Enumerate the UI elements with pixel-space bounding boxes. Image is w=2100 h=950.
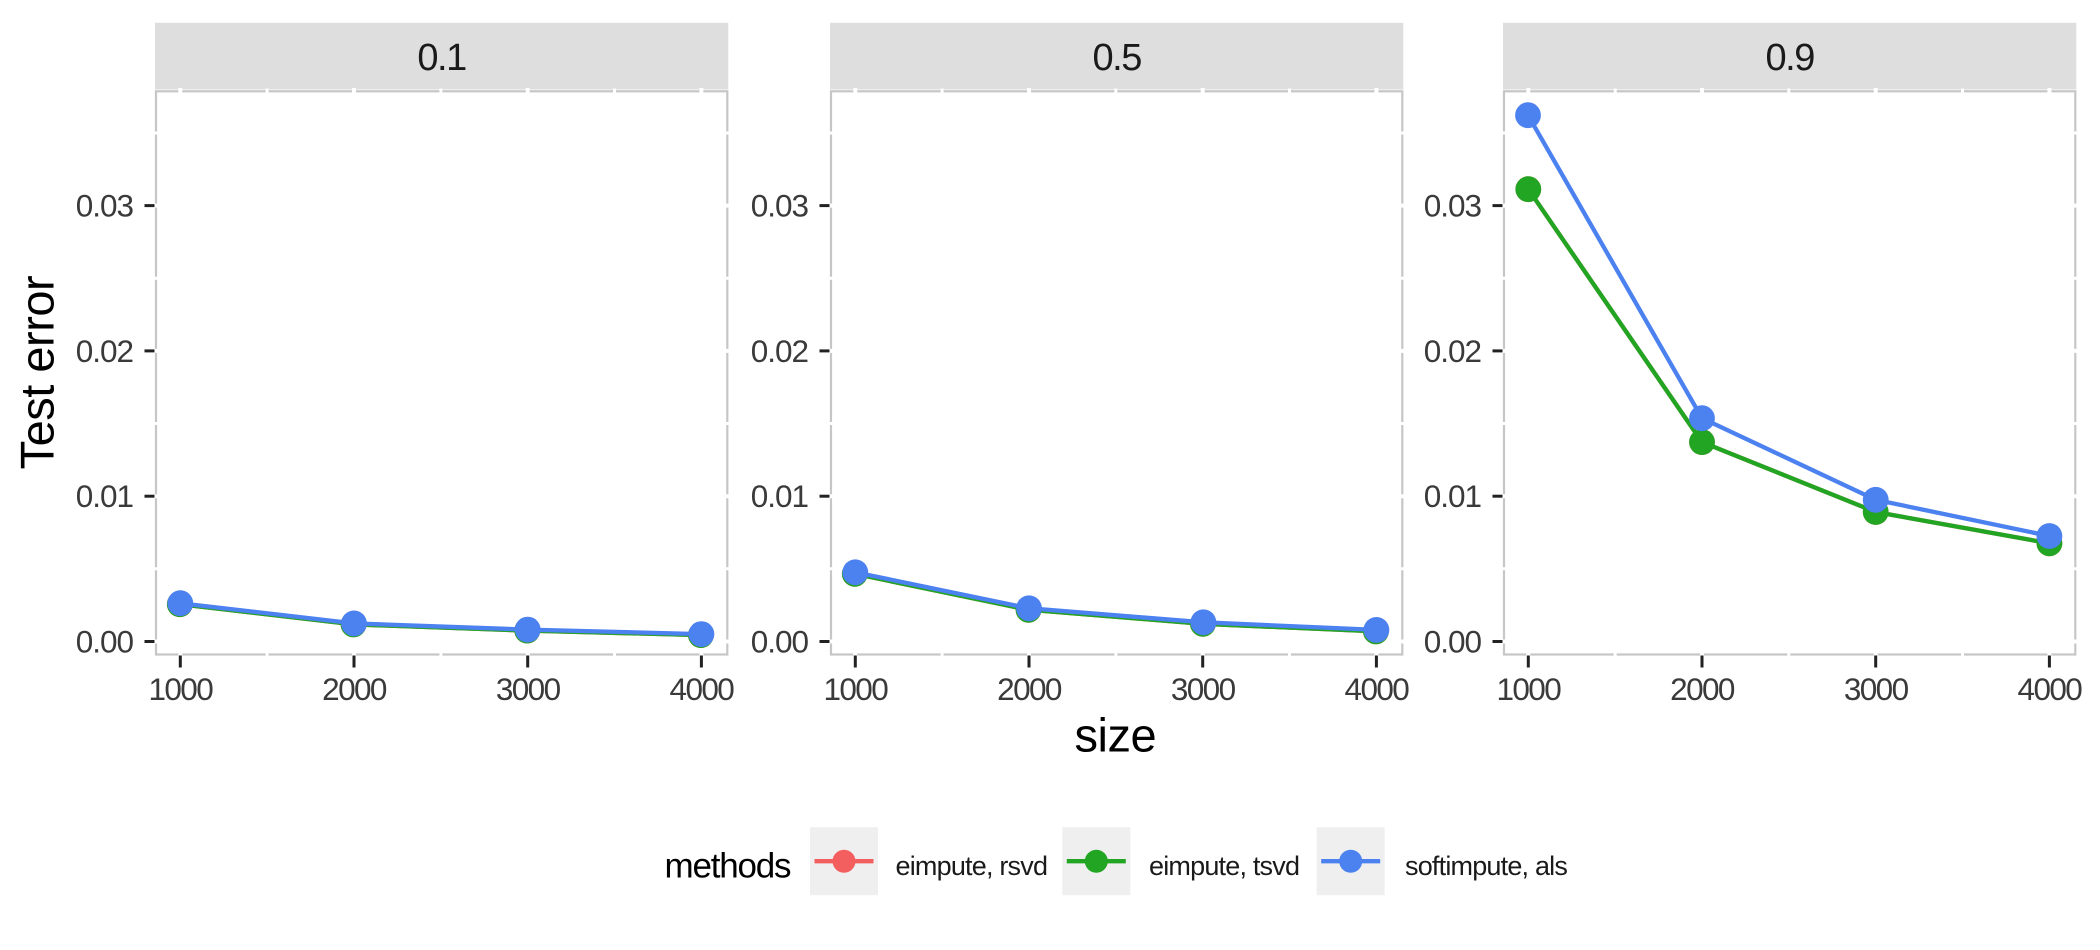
svg-text:eimpute, rsvd: eimpute, rsvd: [896, 851, 1048, 881]
svg-text:0.02: 0.02: [1424, 333, 1481, 369]
svg-text:0.03: 0.03: [76, 188, 134, 224]
svg-text:0.00: 0.00: [751, 623, 809, 659]
svg-text:2000: 2000: [1670, 671, 1735, 707]
svg-text:2000: 2000: [322, 671, 387, 707]
svg-text:3000: 3000: [496, 671, 561, 707]
svg-text:4000: 4000: [670, 671, 735, 707]
svg-text:0.00: 0.00: [76, 623, 134, 659]
svg-text:1000: 1000: [823, 671, 888, 707]
svg-text:3000: 3000: [1171, 671, 1236, 707]
svg-text:0.01: 0.01: [751, 478, 808, 514]
svg-text:softimpute, als: softimpute, als: [1405, 851, 1567, 881]
svg-text:0.01: 0.01: [76, 478, 133, 514]
svg-text:2000: 2000: [997, 671, 1062, 707]
svg-text:0.02: 0.02: [76, 333, 133, 369]
svg-text:4000: 4000: [2018, 671, 2083, 707]
svg-text:0.00: 0.00: [1424, 623, 1482, 659]
svg-text:1000: 1000: [1496, 671, 1561, 707]
svg-text:Test error: Test error: [11, 276, 64, 470]
svg-text:0.02: 0.02: [751, 333, 808, 369]
svg-text:0.1: 0.1: [417, 37, 466, 79]
svg-text:1000: 1000: [148, 671, 213, 707]
svg-text:0.01: 0.01: [1424, 478, 1481, 514]
svg-text:0.03: 0.03: [751, 188, 809, 224]
svg-text:0.5: 0.5: [1093, 37, 1142, 79]
svg-text:0.03: 0.03: [1424, 188, 1482, 224]
svg-text:0.9: 0.9: [1766, 37, 1815, 79]
svg-text:size: size: [1075, 709, 1157, 762]
svg-text:4000: 4000: [1345, 671, 1410, 707]
svg-text:methods: methods: [665, 846, 792, 885]
svg-text:3000: 3000: [1844, 671, 1909, 707]
svg-text:eimpute, tsvd: eimpute, tsvd: [1149, 851, 1299, 881]
